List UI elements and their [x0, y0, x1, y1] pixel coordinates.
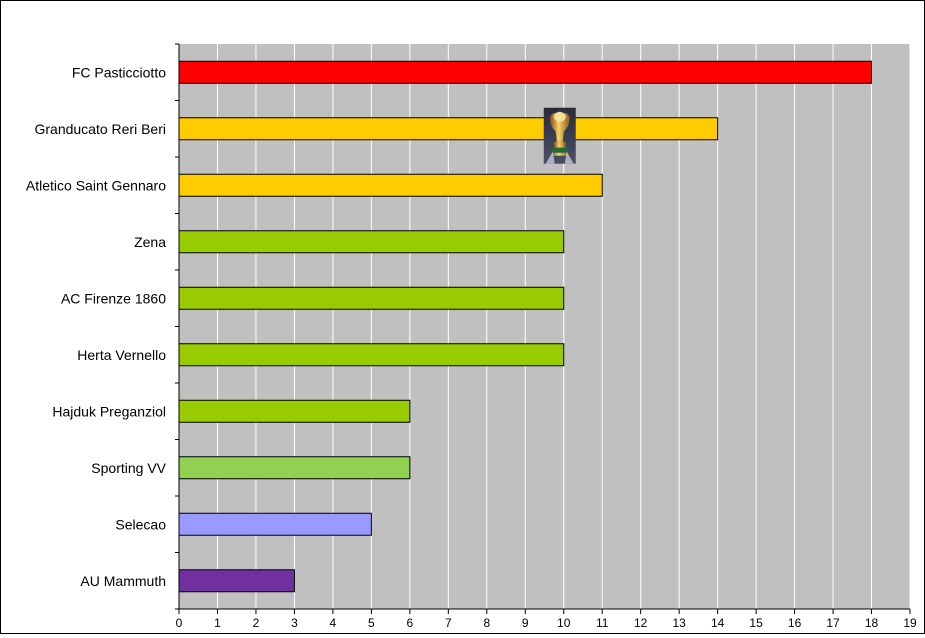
x-tick-label: 14	[711, 616, 725, 630]
x-tick-label: 16	[788, 616, 802, 630]
axes	[175, 43, 911, 614]
x-tick-label: 17	[826, 616, 840, 630]
bar	[178, 343, 565, 367]
x-tick-label: 18	[865, 616, 879, 630]
trophy-icon	[543, 107, 576, 164]
bar	[178, 569, 295, 593]
x-tick-label: 3	[291, 616, 298, 630]
bar	[178, 399, 411, 423]
annotations	[543, 107, 576, 164]
x-tick-label: 8	[483, 616, 490, 630]
x-tick-label: 15	[749, 616, 763, 630]
bar	[178, 60, 873, 84]
category-label: AC Firenze 1860	[61, 290, 166, 306]
category-label: Herta Vernello	[77, 347, 166, 363]
category-label: AU Mammuth	[80, 573, 166, 589]
x-tick-label: 6	[406, 616, 413, 630]
x-tick-label: 10	[557, 616, 571, 630]
axis-labels: FC Pasticciotto Granducato Reri Beri Atlet…	[26, 64, 917, 630]
bar	[178, 230, 565, 254]
x-tick-label: 5	[368, 616, 375, 630]
bar	[178, 117, 719, 141]
bar	[178, 286, 565, 310]
bar	[178, 456, 411, 480]
bar	[178, 512, 372, 536]
x-tick-label: 19	[903, 616, 917, 630]
x-tick-label: 12	[634, 616, 648, 630]
category-label: FC Pasticciotto	[72, 64, 166, 80]
x-tick-label: 2	[253, 616, 260, 630]
x-tick-label: 11	[596, 616, 609, 630]
x-tick-label: 13	[672, 616, 686, 630]
x-tick-label: 7	[445, 616, 452, 630]
bars	[178, 60, 873, 593]
category-label: Atletico Saint Gennaro	[26, 177, 166, 193]
x-tick-label: 0	[176, 616, 183, 630]
category-label: Zena	[134, 234, 166, 250]
category-label: Hajduk Preganziol	[52, 403, 166, 419]
x-tick-label: 1	[214, 616, 221, 630]
bar	[178, 173, 603, 197]
category-label: Selecao	[115, 516, 166, 532]
category-label: Granducato Reri Beri	[34, 121, 166, 137]
x-tick-label: 4	[330, 616, 337, 630]
x-tick-label: 9	[522, 616, 529, 630]
category-label: Sporting VV	[91, 460, 166, 476]
